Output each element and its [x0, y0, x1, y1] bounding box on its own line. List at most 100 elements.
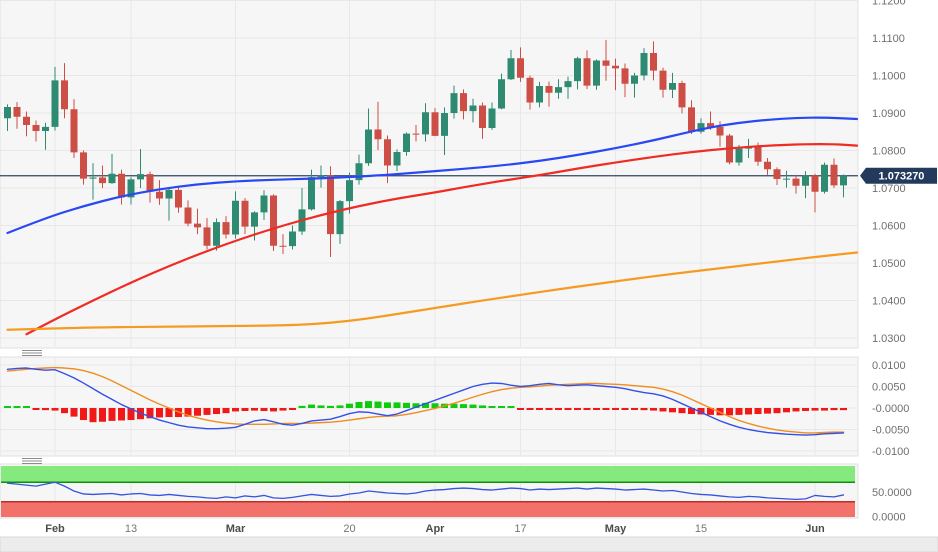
candle-up — [735, 148, 743, 163]
price-axis-label: 1.0600 — [872, 221, 906, 233]
macd-hist-bar-down — [51, 408, 59, 411]
candle-down — [602, 60, 610, 66]
macd-hist-bar-down — [270, 408, 277, 412]
rsi-axis-label: 50.0000 — [872, 487, 912, 499]
price-axis-label: 1.0900 — [872, 108, 906, 120]
candle-up — [488, 108, 496, 128]
x-axis-label: 17 — [514, 523, 526, 535]
candle-down — [517, 58, 524, 78]
macd-hist-bar-down — [821, 408, 828, 411]
candle-up — [802, 175, 809, 186]
macd-hist-bar-down — [127, 408, 135, 421]
candle-up — [840, 175, 847, 186]
candle-up — [821, 164, 828, 192]
price-axis-label: 1.0800 — [872, 146, 906, 158]
candle-up — [260, 195, 268, 213]
macd-hist-bar-down — [612, 408, 619, 410]
candle-up — [51, 80, 59, 127]
resize-grip-line — [22, 352, 42, 354]
candle-down — [545, 86, 553, 93]
macd-hist-bar-up — [488, 406, 496, 408]
macd-axis-label: 0.0050 — [872, 382, 906, 394]
macd-hist-bar-up — [308, 404, 315, 408]
macd-hist-bar-down — [222, 408, 230, 414]
macd-hist-bar-up — [374, 401, 382, 408]
macd-hist-bar-down — [80, 408, 87, 421]
last-price-tag — [860, 167, 937, 184]
candle-down — [374, 129, 382, 140]
macd-hist-bar-down — [735, 408, 743, 415]
x-axis-label: Mar — [226, 523, 246, 535]
macd-hist-bar-down — [650, 408, 657, 411]
price-axis-label: 1.1200 — [872, 0, 906, 8]
candle-down — [659, 70, 667, 90]
candle-down — [61, 80, 68, 110]
resize-grip-line — [22, 458, 42, 459]
candle-down — [13, 107, 21, 117]
x-axis-label: 13 — [125, 523, 137, 535]
candle-down — [830, 164, 838, 186]
candle-up — [137, 174, 144, 180]
panel-resize-handle[interactable] — [22, 458, 42, 464]
candle-down — [270, 195, 277, 246]
macd-hist-bar-down — [165, 408, 173, 418]
macd-hist-bar-down — [659, 408, 667, 412]
sma-blue-line — [6, 116, 859, 235]
macd-hist-bar-down — [194, 408, 201, 416]
macd-hist-bar-up — [412, 403, 420, 408]
candle-down — [175, 189, 182, 208]
candle-up — [89, 177, 97, 179]
candle-up — [593, 60, 600, 86]
macd-hist-bar-down — [802, 408, 809, 412]
price-axis-label: 1.0300 — [872, 333, 906, 345]
candle-down — [99, 177, 106, 184]
macd-hist-bar-down — [631, 408, 638, 410]
macd-hist-bar-up — [479, 405, 486, 408]
macd-hist-bar-up — [327, 405, 334, 408]
macd-hist-bar-down — [99, 408, 106, 422]
candle-up — [365, 129, 372, 164]
macd-hist-bar-up — [336, 405, 344, 408]
candle-down — [764, 161, 771, 170]
overbought-band — [1, 466, 855, 483]
macd-hist-bar-down — [241, 408, 249, 412]
macd-hist-bar-down — [526, 408, 534, 410]
macd-hist-bar-down — [279, 408, 287, 411]
candle-up — [251, 212, 258, 227]
candle-up — [422, 112, 429, 135]
candle-up — [564, 81, 572, 88]
bottom-strip — [0, 536, 938, 552]
macd-hist-bar-down — [203, 408, 211, 415]
macd-hist-bar-down — [621, 408, 629, 410]
macd-hist-bar-down — [640, 408, 648, 411]
macd-hist-bar-down — [697, 408, 705, 415]
price-axis-label: 1.1000 — [872, 71, 906, 83]
candle-up — [469, 105, 477, 112]
candle-up — [336, 201, 344, 235]
macd-hist-bar-down — [536, 408, 543, 410]
macd-hist-bar-down — [707, 408, 714, 415]
macd-hist-bar-down — [754, 408, 762, 415]
macd-hist-bar-down — [232, 408, 239, 412]
candle-up — [355, 163, 363, 181]
price-panel — [0, 0, 859, 349]
candle-down — [384, 139, 391, 166]
macd-signal-line — [6, 366, 845, 434]
x-axis-label: May — [605, 523, 627, 535]
x-axis-label: Feb — [45, 523, 65, 535]
candle-down — [583, 58, 591, 86]
candle-down — [460, 93, 467, 112]
candle-up — [308, 177, 315, 210]
candle-down — [811, 175, 819, 192]
macd-hist-bar-down — [764, 408, 771, 414]
panel-resize-handle[interactable] — [22, 350, 42, 356]
candle-up — [317, 175, 325, 178]
macd-hist-bar-up — [431, 403, 439, 408]
macd-hist-bar-up — [4, 406, 11, 408]
x-axis-label: Jun — [805, 523, 825, 535]
macd-hist-bar-down — [184, 408, 192, 417]
candle-down — [754, 146, 762, 162]
macd-hist-bar-down — [792, 408, 800, 412]
macd-hist-bar-up — [298, 405, 306, 408]
